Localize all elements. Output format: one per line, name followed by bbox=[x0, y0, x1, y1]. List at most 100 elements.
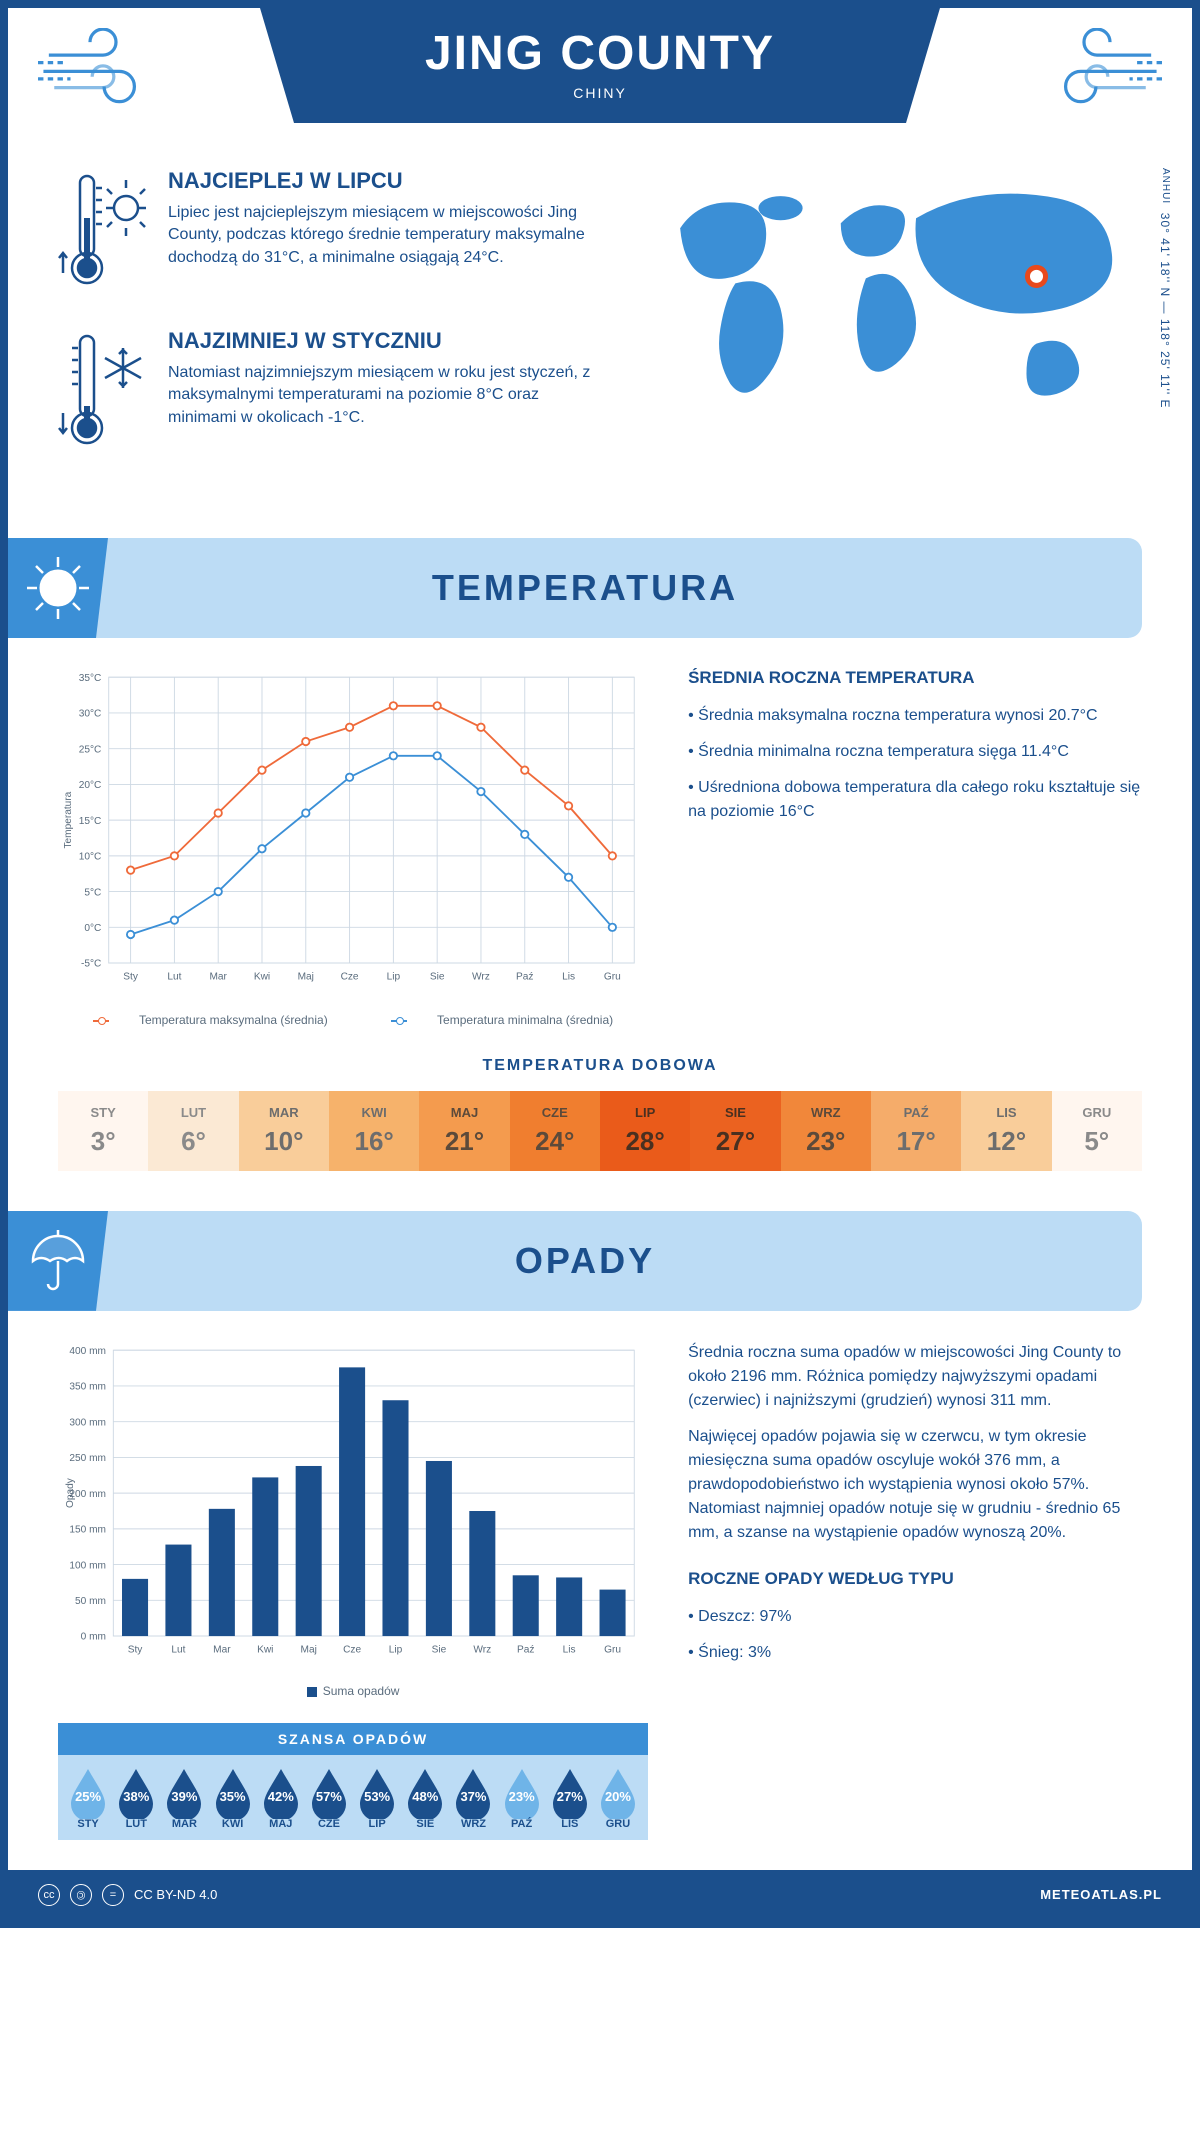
chance-cell: 20% GRU bbox=[594, 1767, 642, 1830]
chance-cell: 53% LIP bbox=[353, 1767, 401, 1830]
svg-text:Mar: Mar bbox=[209, 972, 227, 983]
svg-text:Wrz: Wrz bbox=[473, 1645, 491, 1656]
page-header: JING COUNTY CHINY bbox=[8, 8, 1192, 158]
svg-text:Sie: Sie bbox=[432, 1645, 447, 1656]
thermometer-hot-icon bbox=[58, 168, 148, 298]
section-temperature: TEMPERATURA bbox=[8, 538, 1142, 638]
svg-text:400 mm: 400 mm bbox=[69, 1346, 106, 1357]
hot-heading: NAJCIEPLEJ W LIPCU bbox=[168, 168, 610, 194]
hot-body: Lipiec jest najcieplejszym miesiącem w m… bbox=[168, 202, 610, 269]
sun-icon bbox=[23, 553, 93, 623]
daily-temp-cell: LIP 28° bbox=[600, 1091, 690, 1171]
temperature-line-chart: -5°C 0°C 5°C 10°C 15°C 20°C 25°C 30°C 35°C Sty Lut… bbox=[58, 668, 648, 1027]
section-precipitation: OPADY bbox=[8, 1211, 1142, 1311]
svg-text:Gru: Gru bbox=[604, 1645, 621, 1656]
svg-text:Opady: Opady bbox=[65, 1477, 76, 1508]
svg-text:0°C: 0°C bbox=[84, 923, 101, 934]
precip-bullet: Deszcz: 97% bbox=[688, 1605, 1142, 1629]
svg-text:35°C: 35°C bbox=[79, 673, 102, 684]
svg-text:Wrz: Wrz bbox=[472, 972, 490, 983]
svg-text:250 mm: 250 mm bbox=[69, 1453, 106, 1464]
svg-text:Cze: Cze bbox=[341, 972, 359, 983]
svg-text:100 mm: 100 mm bbox=[69, 1560, 106, 1571]
chance-cell: 27% LIS bbox=[546, 1767, 594, 1830]
temp-summary-heading: ŚREDNIA ROCZNA TEMPERATURA bbox=[688, 668, 1142, 688]
temp-bullet: Średnia minimalna roczna temperatura się… bbox=[688, 740, 1142, 764]
legend-max: Temperatura maksymalna (średnia) bbox=[139, 1013, 328, 1027]
svg-text:Paź: Paź bbox=[516, 972, 533, 983]
page-footer: cc 🄯 = CC BY-ND 4.0 METEOATLAS.PL bbox=[8, 1870, 1192, 1920]
daily-temperature-table: TEMPERATURA DOBOWA STY 3° LUT 6° MAR 10°… bbox=[58, 1057, 1142, 1171]
precipitation-chance-table: SZANSA OPADÓW 25% STY 38% LUT 39% MAR 35… bbox=[58, 1723, 648, 1840]
chance-cell: 25% STY bbox=[64, 1767, 112, 1830]
svg-text:Maj: Maj bbox=[298, 972, 314, 983]
bar-legend: Suma opadów bbox=[323, 1684, 400, 1698]
svg-text:Lut: Lut bbox=[171, 1645, 185, 1656]
legend-min: Temperatura minimalna (średnia) bbox=[437, 1013, 613, 1027]
daily-temp-cell: CZE 24° bbox=[510, 1091, 600, 1171]
precip-type-heading: ROCZNE OPADY WEDŁUG TYPU bbox=[688, 1569, 1142, 1589]
chance-heading: SZANSA OPADÓW bbox=[58, 1723, 648, 1755]
chance-cell: 23% PAŹ bbox=[498, 1767, 546, 1830]
precip-bullet: Śnieg: 3% bbox=[688, 1641, 1142, 1665]
precip-para: Najwięcej opadów pojawia się w czerwcu, … bbox=[688, 1425, 1142, 1545]
wind-icon bbox=[1032, 28, 1162, 115]
svg-text:25°C: 25°C bbox=[79, 744, 102, 755]
daily-temp-cell: STY 3° bbox=[58, 1091, 148, 1171]
page-title: JING COUNTY bbox=[260, 26, 940, 81]
cold-heading: NAJZIMNIEJ W STYCZNIU bbox=[168, 328, 610, 354]
svg-text:Kwi: Kwi bbox=[254, 972, 270, 983]
cold-body: Natomiast najzimniejszym miesiącem w rok… bbox=[168, 362, 610, 429]
temp-bullet: Średnia maksymalna roczna temperatura wy… bbox=[688, 704, 1142, 728]
chance-cell: 39% MAR bbox=[160, 1767, 208, 1830]
svg-text:Lis: Lis bbox=[562, 972, 575, 983]
svg-text:Lip: Lip bbox=[387, 972, 401, 983]
section-temp-title: TEMPERATURA bbox=[108, 567, 1142, 609]
daily-temp-cell: LUT 6° bbox=[148, 1091, 238, 1171]
svg-text:Lut: Lut bbox=[167, 972, 181, 983]
cold-factoid: NAJZIMNIEJ W STYCZNIU Natomiast najzimni… bbox=[58, 328, 610, 463]
by-icon: 🄯 bbox=[70, 1884, 92, 1906]
svg-text:30°C: 30°C bbox=[79, 709, 102, 720]
nd-icon: = bbox=[102, 1884, 124, 1906]
svg-text:Kwi: Kwi bbox=[257, 1645, 273, 1656]
daily-temp-cell: KWI 16° bbox=[329, 1091, 419, 1171]
svg-text:-5°C: -5°C bbox=[81, 959, 101, 970]
precip-para: Średnia roczna suma opadów w miejscowośc… bbox=[688, 1341, 1142, 1413]
svg-text:300 mm: 300 mm bbox=[69, 1417, 106, 1428]
temp-bullet: Uśredniona dobowa temperatura dla całego… bbox=[688, 776, 1142, 824]
chance-cell: 38% LUT bbox=[112, 1767, 160, 1830]
svg-text:5°C: 5°C bbox=[84, 887, 101, 898]
chance-cell: 48% SIE bbox=[401, 1767, 449, 1830]
svg-text:Maj: Maj bbox=[301, 1645, 317, 1656]
chance-cell: 37% WRZ bbox=[449, 1767, 497, 1830]
daily-temp-cell: WRZ 23° bbox=[781, 1091, 871, 1171]
daily-temp-cell: MAR 10° bbox=[239, 1091, 329, 1171]
svg-text:0 mm: 0 mm bbox=[81, 1632, 106, 1643]
chance-cell: 57% CZE bbox=[305, 1767, 353, 1830]
svg-text:Cze: Cze bbox=[343, 1645, 361, 1656]
svg-text:150 mm: 150 mm bbox=[69, 1524, 106, 1535]
hot-factoid: NAJCIEPLEJ W LIPCU Lipiec jest najcieple… bbox=[58, 168, 610, 303]
umbrella-icon bbox=[23, 1226, 93, 1296]
svg-text:350 mm: 350 mm bbox=[69, 1382, 106, 1393]
svg-text:Lis: Lis bbox=[563, 1645, 576, 1656]
svg-text:10°C: 10°C bbox=[79, 852, 102, 863]
svg-text:Paź: Paź bbox=[517, 1645, 534, 1656]
svg-text:Sty: Sty bbox=[128, 1645, 144, 1656]
page-subtitle: CHINY bbox=[260, 85, 940, 101]
svg-text:Lip: Lip bbox=[389, 1645, 403, 1656]
daily-temp-cell: LIS 12° bbox=[961, 1091, 1051, 1171]
daily-temp-cell: MAJ 21° bbox=[419, 1091, 509, 1171]
svg-text:15°C: 15°C bbox=[79, 816, 102, 827]
thermometer-cold-icon bbox=[58, 328, 148, 458]
chance-cell: 42% MAJ bbox=[257, 1767, 305, 1830]
world-map: ANHUI 30° 41' 18'' N — 118° 25' 11'' E bbox=[640, 168, 1142, 488]
svg-text:Sty: Sty bbox=[123, 972, 139, 983]
wind-icon bbox=[38, 28, 168, 115]
precipitation-bar-chart: 0 mm50 mm100 mm150 mm200 mm250 mm300 mm3… bbox=[58, 1341, 648, 1698]
svg-text:20°C: 20°C bbox=[79, 780, 102, 791]
svg-text:Sie: Sie bbox=[430, 972, 445, 983]
svg-text:Temperatura: Temperatura bbox=[63, 791, 74, 848]
section-precip-title: OPADY bbox=[108, 1240, 1142, 1282]
